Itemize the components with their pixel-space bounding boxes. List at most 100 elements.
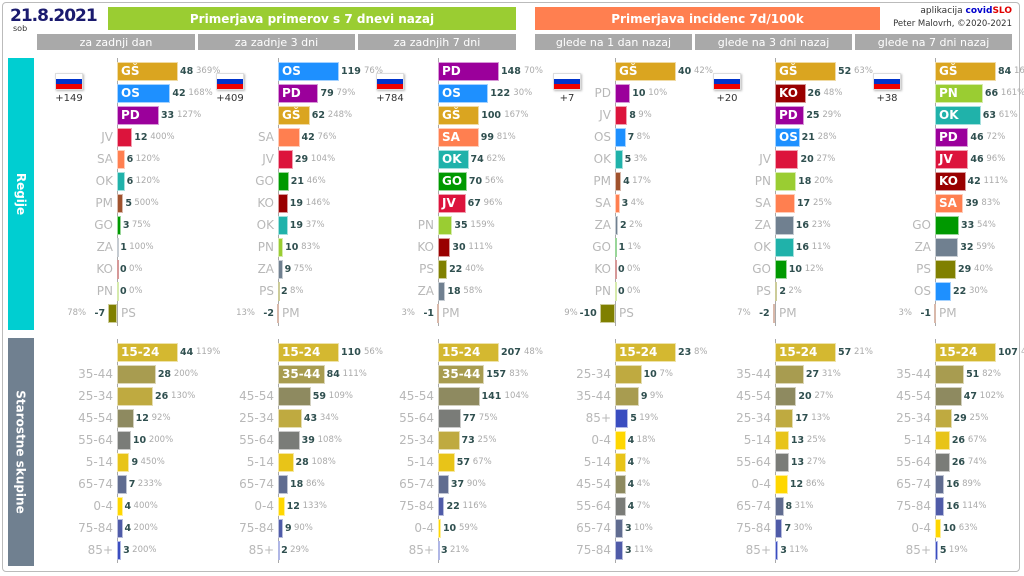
bar-value: 33 <box>960 220 975 231</box>
regions-label-text: Regije <box>14 172 28 216</box>
bar-value: 26 <box>807 88 821 99</box>
bar-value: 122 <box>490 88 511 99</box>
bar <box>278 343 339 362</box>
bar <box>438 475 449 494</box>
bar-percent: 111% <box>342 369 367 379</box>
bar <box>438 84 489 103</box>
bar-percent: 369% <box>196 66 221 76</box>
bar <box>775 128 800 147</box>
bar <box>935 497 945 516</box>
bar-percent: 8% <box>290 286 304 296</box>
bar-value: 119 <box>341 66 361 77</box>
bar-percent: 104% <box>310 154 336 164</box>
bar-label: GO <box>255 174 274 188</box>
bar-percent: 11% <box>789 545 809 555</box>
bar-value: -2 <box>759 308 770 319</box>
bar-label: OK <box>593 152 611 166</box>
bar-value: 4 <box>623 176 630 187</box>
bar-label: OS <box>442 86 461 100</box>
bar <box>117 387 154 406</box>
bar <box>438 409 461 428</box>
bar-percent: 31% <box>821 369 841 379</box>
bar-percent: 2% <box>788 286 802 296</box>
bar-label: KO <box>779 86 798 100</box>
bar <box>615 519 623 538</box>
bar-value: 20 <box>798 391 812 402</box>
bar-label: OS <box>282 64 301 78</box>
brand-covid: covid <box>965 6 993 16</box>
bar-label: GO <box>752 262 771 276</box>
bar-value: 6 <box>126 176 134 187</box>
axis-line <box>935 339 936 563</box>
bar-percent: 86% <box>305 479 325 489</box>
bar-percent: 0% <box>129 264 143 274</box>
bar-value: 10 <box>442 523 457 534</box>
bar-value: 12 <box>789 479 804 490</box>
bar <box>935 409 952 428</box>
bar-label: 15-24 <box>779 345 818 359</box>
bar-percent: 20% <box>814 176 834 186</box>
bar <box>772 304 775 323</box>
bar <box>935 260 957 279</box>
bar-percent: 74% <box>967 457 987 467</box>
bar <box>775 260 787 279</box>
bar-label: 45-54 <box>896 389 931 403</box>
bar-label: PS <box>419 262 434 276</box>
bar-value: 62 <box>311 110 326 121</box>
bar-percent: 200% <box>173 369 199 379</box>
bar-label: GŠ <box>282 108 301 122</box>
bar <box>278 84 319 103</box>
bar-percent: 7% <box>636 457 651 467</box>
bar-value: 25 <box>806 110 820 121</box>
bar-label: OS <box>913 284 931 298</box>
slovenia-flag-icon <box>55 73 83 90</box>
bar <box>935 282 951 301</box>
bar-label: PD <box>594 86 611 100</box>
bar <box>615 541 623 560</box>
bar-percent: 30% <box>513 88 533 98</box>
bar-percent: 9% <box>638 110 652 120</box>
bar <box>615 343 676 362</box>
bar-value: 10 <box>632 88 646 99</box>
bar <box>438 282 446 301</box>
bar-percent: 58% <box>463 286 483 296</box>
bar-label: 55-64 <box>896 455 931 469</box>
bar-value: 3 <box>624 523 632 534</box>
bar-percent: 83% <box>981 198 1001 208</box>
bar-value: 52 <box>838 66 852 77</box>
bar <box>117 150 125 169</box>
bar-value: 66 <box>984 88 999 99</box>
bar-percent: 108% <box>311 457 336 467</box>
bar-percent: 4% <box>636 479 651 489</box>
bar <box>117 475 127 494</box>
bar-label: PM <box>282 306 300 320</box>
bar <box>935 541 938 560</box>
bar-label: 65-74 <box>736 499 771 513</box>
bar-percent: 18% <box>636 435 656 445</box>
slovenia-flag-icon <box>873 73 901 90</box>
bar-percent: 96% <box>483 198 503 208</box>
bar-percent: 96% <box>986 154 1006 164</box>
bar <box>117 128 133 147</box>
bar <box>278 216 288 235</box>
ages-label-text: Starostne skupine <box>14 390 28 514</box>
bar <box>117 106 159 125</box>
bar-label: 85+ <box>408 543 434 557</box>
bar-label: ZA <box>754 218 771 232</box>
bar-value: 0 <box>120 286 127 297</box>
bar-value: 13 <box>790 435 805 446</box>
bar-label: KO <box>939 174 958 188</box>
bar-label: PS <box>756 284 771 298</box>
bar-label: 65-74 <box>896 477 931 491</box>
bar-value: 100 <box>481 110 502 121</box>
bar-percent: 63% <box>854 66 873 76</box>
bar <box>615 194 620 213</box>
bar-value: 9 <box>640 391 648 402</box>
bar <box>775 194 795 213</box>
bar-label: OK <box>256 218 274 232</box>
bar <box>278 519 283 538</box>
bar-label: PS <box>259 284 274 298</box>
bar <box>775 453 789 472</box>
bar-percent: 10% <box>633 523 653 533</box>
bar-value: 67 <box>467 198 481 209</box>
